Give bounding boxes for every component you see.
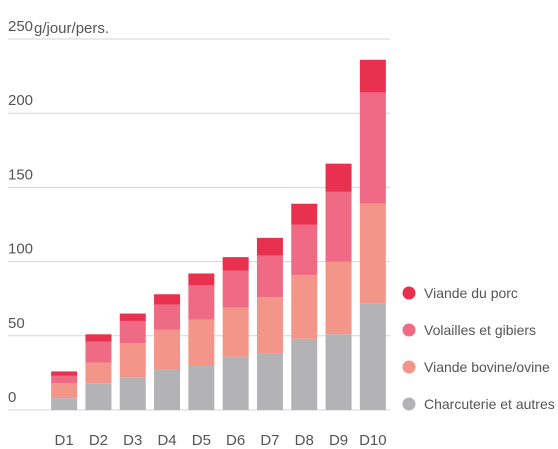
y-tick-label: 50 bbox=[8, 315, 25, 332]
bar-segment bbox=[85, 383, 112, 410]
bar-segment bbox=[119, 313, 146, 321]
bar-segment bbox=[188, 273, 215, 286]
legend-label: Charcuterie et autres bbox=[424, 396, 555, 412]
bar-segment bbox=[154, 294, 181, 305]
x-tick-label: D1 bbox=[55, 432, 74, 449]
bar-segment bbox=[222, 307, 249, 357]
bar-segment bbox=[359, 59, 386, 93]
x-tick-label: D5 bbox=[192, 432, 211, 449]
bar-segment bbox=[85, 334, 112, 342]
x-tick-label: D3 bbox=[123, 432, 142, 449]
bar-segment bbox=[359, 303, 386, 410]
bar-segment bbox=[85, 362, 112, 384]
x-tick-label: D2 bbox=[89, 432, 108, 449]
y-tick-label: 250 bbox=[8, 18, 33, 35]
bar-segment bbox=[256, 255, 283, 298]
legend-marker bbox=[402, 397, 416, 411]
legend-marker bbox=[402, 286, 416, 300]
y-tick-label: 200 bbox=[8, 92, 33, 109]
y-tick-label: 100 bbox=[8, 241, 33, 258]
bar-segment bbox=[359, 92, 386, 204]
bar-segment bbox=[222, 356, 249, 410]
bar-segment bbox=[359, 203, 386, 304]
legend-label: Viande du porc bbox=[424, 285, 518, 301]
bar-segment bbox=[291, 338, 318, 410]
bar-segment bbox=[85, 341, 112, 363]
bar-segment bbox=[154, 369, 181, 410]
bar-segment bbox=[119, 320, 146, 344]
x-tick-label: D7 bbox=[260, 432, 279, 449]
bar-segment bbox=[325, 261, 352, 335]
legend-label: Viande bovine/ovine bbox=[424, 359, 550, 375]
y-tick-label: 150 bbox=[8, 166, 33, 183]
bar-segment bbox=[256, 237, 283, 256]
bar-segment bbox=[291, 203, 318, 225]
x-tick-label: D10 bbox=[359, 432, 387, 449]
bar-segment bbox=[325, 334, 352, 410]
bar-segment bbox=[291, 224, 318, 275]
bar-segment bbox=[222, 257, 249, 271]
bar-segment bbox=[325, 163, 352, 192]
y-tick-label: 0 bbox=[8, 389, 16, 406]
x-tick-label: D8 bbox=[295, 432, 314, 449]
bar-segment bbox=[154, 304, 181, 330]
legend-marker bbox=[402, 360, 416, 374]
bar-segment bbox=[154, 329, 181, 370]
bar-segment bbox=[188, 285, 215, 320]
bar-segment bbox=[188, 365, 215, 410]
bar-segment bbox=[256, 353, 283, 410]
bar-segment bbox=[222, 270, 249, 308]
legend-marker bbox=[402, 323, 416, 337]
bar-segment bbox=[51, 383, 78, 399]
x-tick-label: D4 bbox=[157, 432, 176, 449]
bar-segment bbox=[51, 398, 78, 410]
bar-segment bbox=[119, 343, 146, 378]
bar-segment bbox=[51, 375, 78, 384]
bar-segment bbox=[188, 319, 215, 366]
x-tick-label: D6 bbox=[226, 432, 245, 449]
bar-segment bbox=[51, 371, 78, 376]
y-axis-label: g/jour/pers. bbox=[34, 20, 109, 37]
x-tick-label: D9 bbox=[329, 432, 348, 449]
legend-label: Volailles et gibiers bbox=[424, 322, 536, 338]
bar-segment bbox=[256, 297, 283, 354]
bar-segment bbox=[291, 274, 318, 339]
bar-segment bbox=[325, 191, 352, 262]
bar-segment bbox=[119, 377, 146, 410]
